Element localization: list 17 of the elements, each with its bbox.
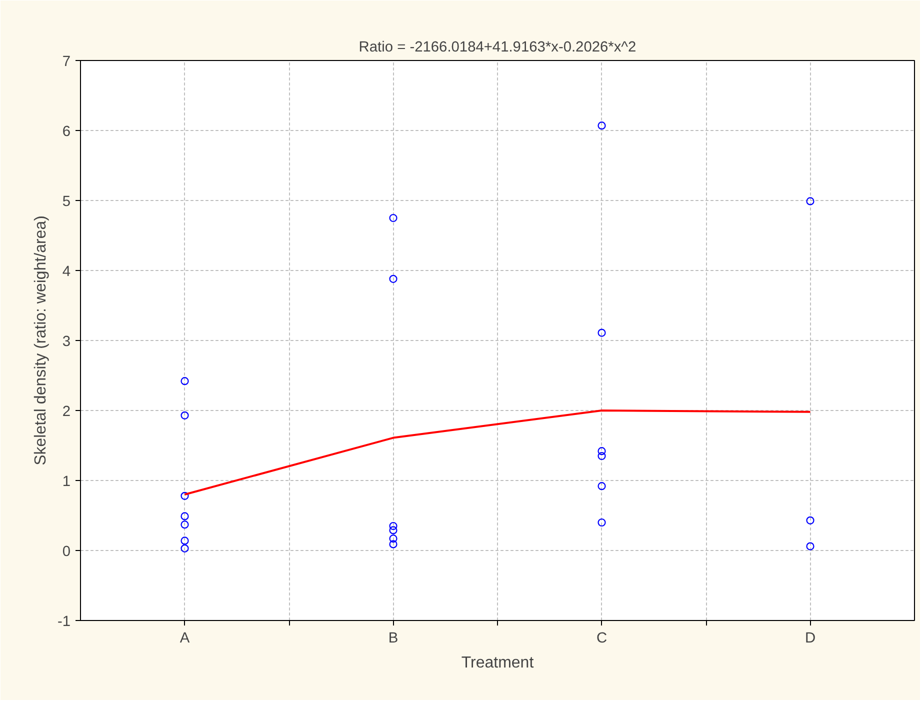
x-tick-label: C (596, 630, 608, 646)
line-series (184, 410, 812, 496)
y-tick-label: 0 (62, 544, 71, 560)
chart-title: Ratio = -2166.0184+41.9163*x-0.2026*x^2 (358, 40, 636, 56)
y-tick-label: 7 (62, 54, 71, 70)
y-tick-label: 1 (62, 474, 71, 490)
x-tick-label: A (180, 630, 190, 646)
x-tick-label: B (388, 630, 398, 646)
x-tick-label: D (804, 630, 816, 646)
y-tick-label: 4 (62, 264, 71, 280)
y-tick-label: 5 (62, 194, 71, 210)
y-tick-label: 2 (62, 404, 71, 420)
x-axis-title: Treatment (461, 654, 534, 672)
y-tick-label: 3 (62, 334, 71, 350)
y-axis-title: Skeletal density (ratio: weight/area) (32, 216, 50, 466)
y-tick-label: -1 (57, 614, 71, 630)
y-tick-label: 6 (62, 124, 71, 140)
